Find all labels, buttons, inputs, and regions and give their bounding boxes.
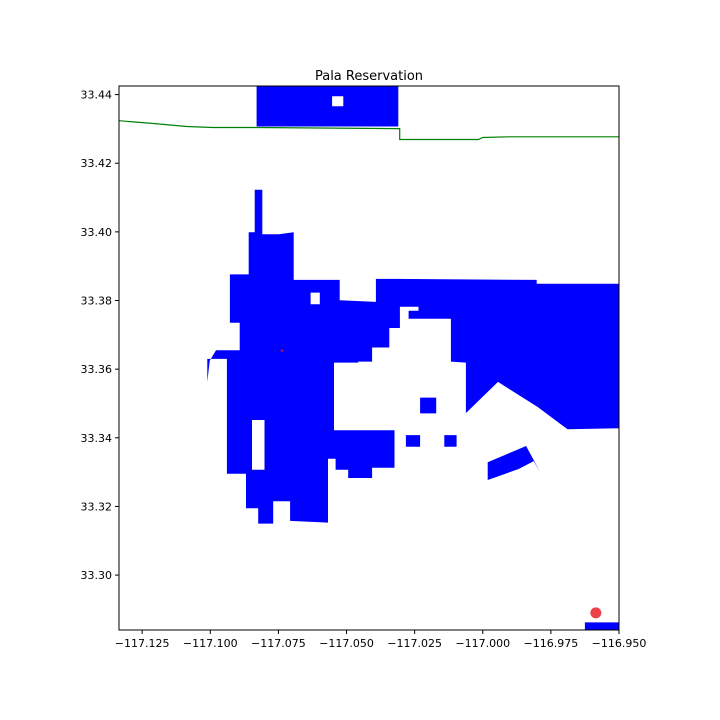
top-parcel [256, 86, 399, 127]
x-tick-label: −117.025 [387, 637, 442, 650]
x-tick-label: −116.975 [524, 637, 579, 650]
x-tick-label: −117.125 [115, 637, 170, 650]
markers-layer [280, 349, 602, 619]
x-tick-label: −117.050 [319, 637, 374, 650]
y-tick-label: 33.30 [81, 569, 113, 582]
main-reservation [207, 189, 619, 524]
y-tick-label: 33.34 [81, 432, 113, 445]
y-tick-label: 33.40 [81, 226, 113, 239]
axes-frame [118, 85, 620, 631]
east-parcel [487, 446, 540, 480]
x-tick-label: −117.000 [455, 637, 510, 650]
y-tick-label: 33.44 [81, 89, 113, 102]
boundary-layer [119, 120, 619, 141]
chart-title: Pala Reservation [315, 69, 423, 84]
y-tick-label: 33.36 [81, 363, 113, 376]
y-tick-label: 33.42 [81, 157, 113, 170]
tiny-point-marker [280, 349, 284, 352]
y-tick-label: 33.32 [81, 500, 113, 513]
parcels-layer [207, 86, 619, 630]
reservation-boundary-line [119, 120, 619, 141]
x-tick-label: −116.950 [592, 637, 647, 650]
bottom-right-parcel [584, 622, 619, 630]
y-axis: 33.30 33.32 33.34 33.36 33.38 33.40 33.42 33.44 [81, 89, 119, 582]
location-marker [590, 607, 602, 619]
x-axis: −117.125 −117.100 −117.075 −117.050 −117.025… [115, 630, 647, 650]
y-tick-label: 33.38 [81, 295, 113, 308]
x-tick-label: −117.075 [251, 637, 306, 650]
x-tick-label: −117.100 [183, 637, 238, 650]
